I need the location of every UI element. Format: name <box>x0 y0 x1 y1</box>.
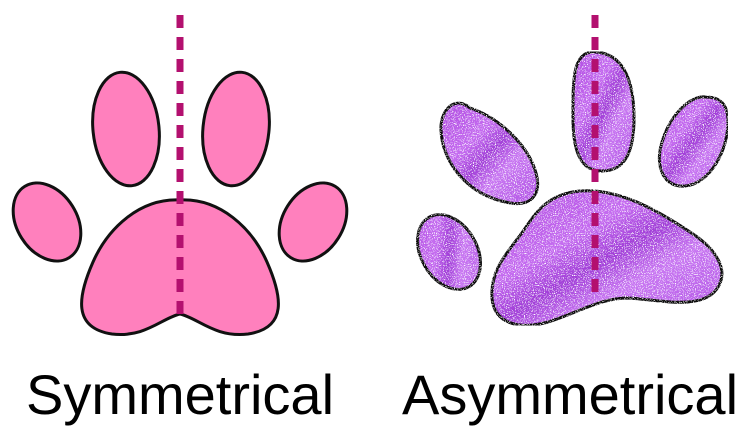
main-pad-asym <box>490 189 724 327</box>
right-inner-toe <box>201 70 271 188</box>
middle-toe-asym <box>571 50 636 173</box>
right-outer-toe <box>277 181 349 263</box>
left-outer-toe-asym <box>416 213 482 291</box>
left-inner-toe <box>91 70 161 188</box>
label-symmetrical: Symmetrical <box>25 363 335 426</box>
left-toe-asym <box>439 101 540 206</box>
left-outer-toe <box>11 181 83 263</box>
right-toe-asym <box>657 95 730 188</box>
asymmetrical-paw <box>416 50 730 327</box>
label-asymmetrical: Asymmetrical <box>401 363 739 426</box>
